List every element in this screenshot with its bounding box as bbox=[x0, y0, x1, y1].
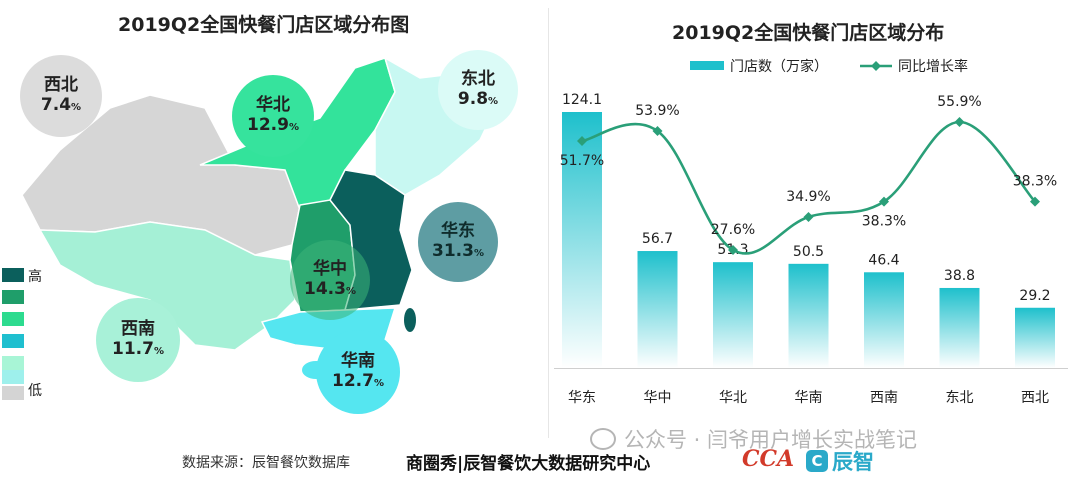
growth-marker-华南 bbox=[803, 211, 814, 222]
category-tick-label: 华北 bbox=[719, 390, 747, 406]
bubble-share: 12.9 bbox=[247, 115, 289, 135]
bar-value-label: 29.2 bbox=[1019, 288, 1050, 304]
bubble-huazhong: 华中 14.3% bbox=[290, 240, 370, 320]
bar-华北 bbox=[713, 262, 753, 368]
bubble-share: 14.3 bbox=[304, 279, 346, 299]
wechat-icon bbox=[590, 428, 616, 450]
bubble-name: 华北 bbox=[256, 95, 290, 116]
legend-bar-label: 门店数（万家） bbox=[730, 58, 828, 75]
map-title: 2019Q2全国快餐门店区域分布图 bbox=[118, 14, 410, 36]
bubble-name: 华中 bbox=[313, 259, 347, 280]
bubble-unit: % bbox=[288, 122, 299, 133]
growth-rate-label: 55.9% bbox=[937, 94, 981, 110]
bar-华东 bbox=[562, 112, 602, 368]
bubble-share: 11.7 bbox=[112, 339, 154, 359]
growth-rate-label: 34.9% bbox=[786, 189, 830, 205]
legend-swatch-2 bbox=[2, 290, 24, 304]
bar-value-label: 124.1 bbox=[562, 92, 602, 108]
legend-low-label: 低 bbox=[28, 383, 42, 399]
bubble-huanan: 华南 12.7% bbox=[316, 330, 400, 414]
growth-rate-label: 38.3% bbox=[862, 214, 906, 230]
growth-rate-label: 51.7% bbox=[560, 153, 604, 169]
bar-西南 bbox=[864, 272, 904, 368]
bar-value-label: 46.4 bbox=[868, 252, 899, 268]
bubble-name: 华南 bbox=[341, 351, 375, 372]
bar-西北 bbox=[1015, 307, 1055, 368]
bubble-xinan: 西南 11.7% bbox=[96, 298, 180, 382]
bubble-name: 东北 bbox=[461, 69, 495, 90]
bubble-unit: % bbox=[473, 248, 484, 259]
category-tick-label: 西南 bbox=[870, 390, 898, 406]
legend-bar-swatch bbox=[690, 61, 724, 70]
bubble-share: 7.4 bbox=[40, 95, 72, 115]
bubble-unit: % bbox=[153, 346, 164, 357]
legend-high-label: 高 bbox=[28, 269, 42, 285]
bubble-unit: % bbox=[488, 96, 499, 107]
bubble-name: 西南 bbox=[121, 319, 155, 340]
growth-marker-华北 bbox=[728, 245, 738, 255]
growth-rate-label: 38.3% bbox=[1013, 174, 1057, 190]
wechat-watermark: 公众号 · 闫爷用户增长实战笔记 bbox=[590, 424, 917, 454]
bubble-unit: % bbox=[373, 378, 384, 389]
bar-value-label: 38.8 bbox=[944, 268, 975, 284]
growth-marker-西南 bbox=[879, 196, 889, 207]
map-legend: 高 低 bbox=[2, 268, 62, 408]
bar-line-chart: 门店数（万家）同比增长率124.1华东56.7华中51.3华北50.5华南46.… bbox=[554, 58, 1068, 406]
bubble-huabei: 华北 12.9% bbox=[232, 75, 314, 157]
legend-swatch-3 bbox=[2, 312, 24, 326]
legend-swatch-5 bbox=[2, 356, 24, 370]
legend-swatch-4 bbox=[2, 334, 24, 348]
bar-东北 bbox=[939, 287, 980, 368]
watermark-text: 公众号 · 闫爷用户增长实战笔记 bbox=[624, 428, 918, 452]
bubble-share: 31.3 bbox=[432, 241, 474, 261]
category-tick-label: 华中 bbox=[644, 390, 672, 406]
growth-rate-label: 27.6% bbox=[711, 222, 755, 238]
map-region-xinan bbox=[38, 221, 296, 351]
bubble-unit: % bbox=[345, 286, 356, 297]
bar-华中 bbox=[637, 251, 678, 368]
bubble-name: 西北 bbox=[44, 75, 78, 96]
category-tick-label: 东北 bbox=[946, 390, 974, 406]
chart-title: 2019Q2全国快餐门店区域分布 bbox=[672, 22, 945, 44]
cca-logo: CCA bbox=[742, 446, 795, 472]
legend-swatch-1 bbox=[2, 268, 24, 282]
footer-org: 商圈秀|辰智餐饮大数据研究中心 bbox=[406, 454, 651, 474]
map-island-taiwan bbox=[404, 308, 416, 332]
chenzhi-c-icon: C bbox=[806, 450, 828, 472]
source-note: 数据来源：辰智餐饮数据库 bbox=[182, 455, 350, 471]
legend-line-label: 同比增长率 bbox=[898, 58, 968, 75]
bubble-share: 9.8 bbox=[457, 89, 489, 109]
bar-value-label: 50.5 bbox=[793, 244, 824, 260]
bubble-xibei: 西北 7.4% bbox=[20, 55, 102, 137]
chenzhi-logo-text: 辰智 bbox=[832, 450, 874, 474]
category-tick-label: 华南 bbox=[795, 390, 823, 406]
bubble-name: 华东 bbox=[441, 221, 475, 242]
chenzhi-logo: C 辰智 bbox=[806, 446, 874, 476]
category-tick-label: 西北 bbox=[1021, 390, 1049, 406]
growth-marker-西北 bbox=[1030, 196, 1040, 207]
growth-marker-华东 bbox=[577, 135, 587, 146]
bubble-unit: % bbox=[71, 102, 82, 113]
bar-value-label: 56.7 bbox=[642, 231, 673, 247]
growth-rate-label: 53.9% bbox=[635, 103, 679, 119]
bubble-huadong: 华东 31.3% bbox=[418, 202, 498, 282]
bubble-dongbei: 东北 9.8% bbox=[438, 50, 518, 130]
bar-华南 bbox=[788, 263, 829, 368]
panel-divider bbox=[548, 8, 549, 438]
category-tick-label: 华东 bbox=[568, 390, 596, 406]
legend-line-marker bbox=[871, 61, 881, 71]
legend-swatch-7 bbox=[2, 386, 24, 400]
growth-marker-东北 bbox=[954, 117, 965, 127]
bubble-share: 12.7 bbox=[332, 371, 374, 391]
legend-swatch-6 bbox=[2, 370, 24, 384]
